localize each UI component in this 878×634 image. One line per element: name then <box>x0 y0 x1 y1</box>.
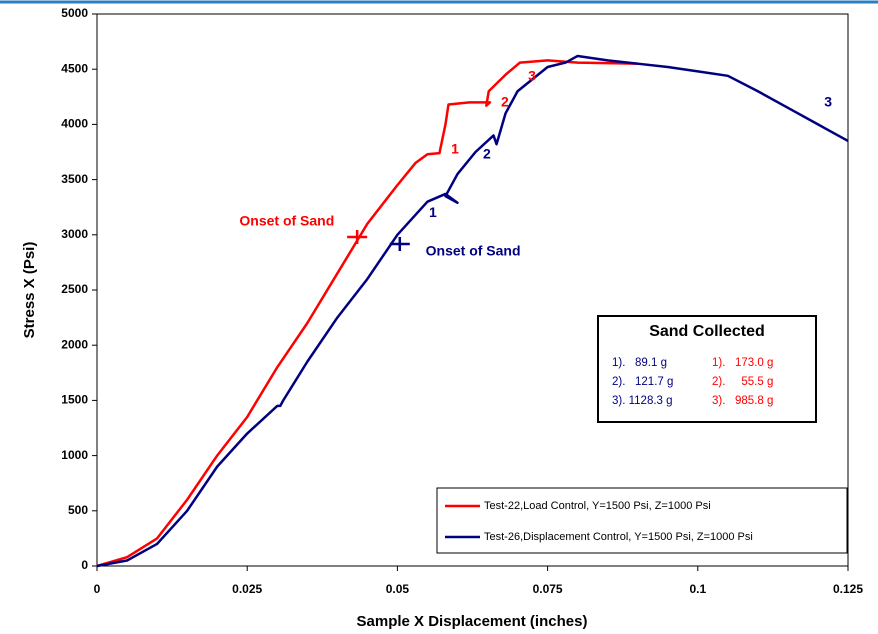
sand-table-title: Sand Collected <box>649 323 765 340</box>
annotation: 3 <box>824 94 832 110</box>
annotation: 2 <box>483 146 491 162</box>
plot-frame <box>96 13 849 567</box>
y-tick-label: 2500 <box>61 282 88 296</box>
y-tick-label: 500 <box>68 503 88 517</box>
legend-label: Test-22,Load Control, Y=1500 Psi, Z=1000… <box>484 500 711 512</box>
annotation: 2 <box>501 94 509 110</box>
y-axis-title: Stress X (Psi) <box>21 242 38 339</box>
sand-table-cell: 3). 1128.3 g <box>612 395 673 407</box>
y-tick-label: 3500 <box>61 172 88 186</box>
annotation: 1 <box>451 141 459 157</box>
y-tick-label: 3000 <box>61 227 88 241</box>
annotation: Onset of Sand <box>426 243 521 259</box>
annotation: 1 <box>429 204 437 220</box>
y-tick-label: 4500 <box>61 61 88 75</box>
sand-table-cell: 3). 985.8 g <box>712 395 773 407</box>
x-tick-label: 0.025 <box>232 582 262 596</box>
onset-marker <box>389 236 410 251</box>
onset-marker <box>347 230 368 245</box>
x-tick-label: 0.05 <box>386 582 410 596</box>
y-tick-label: 4000 <box>61 117 88 131</box>
annotation: 3 <box>528 68 536 84</box>
series-line <box>96 54 849 568</box>
x-tick-label: 0.1 <box>689 582 706 596</box>
legend-box <box>436 487 848 554</box>
sand-table-cell: 1). 89.1 g <box>612 357 667 369</box>
y-tick-label: 1000 <box>61 448 88 462</box>
x-tick-label: 0 <box>94 582 101 596</box>
y-tick-label: 0 <box>81 558 88 572</box>
y-tick-label: 2000 <box>61 337 88 351</box>
legend-label: Test-26,Displacement Control, Y=1500 Psi… <box>484 531 753 543</box>
sand-table-box <box>597 315 817 423</box>
y-tick-label: 5000 <box>61 6 88 20</box>
x-tick-label: 0.125 <box>833 582 863 596</box>
series-line <box>96 59 638 568</box>
sand-table-cell: 1). 173.0 g <box>712 357 773 369</box>
sand-table-cell: 2). 121.7 g <box>612 376 673 388</box>
y-tick-label: 1500 <box>61 393 88 407</box>
sand-table-cell: 2). 55.5 g <box>712 376 773 388</box>
x-axis-title: Sample X Displacement (inches) <box>357 613 588 630</box>
x-tick-label: 0.075 <box>533 582 563 596</box>
annotation: Onset of Sand <box>239 213 334 229</box>
